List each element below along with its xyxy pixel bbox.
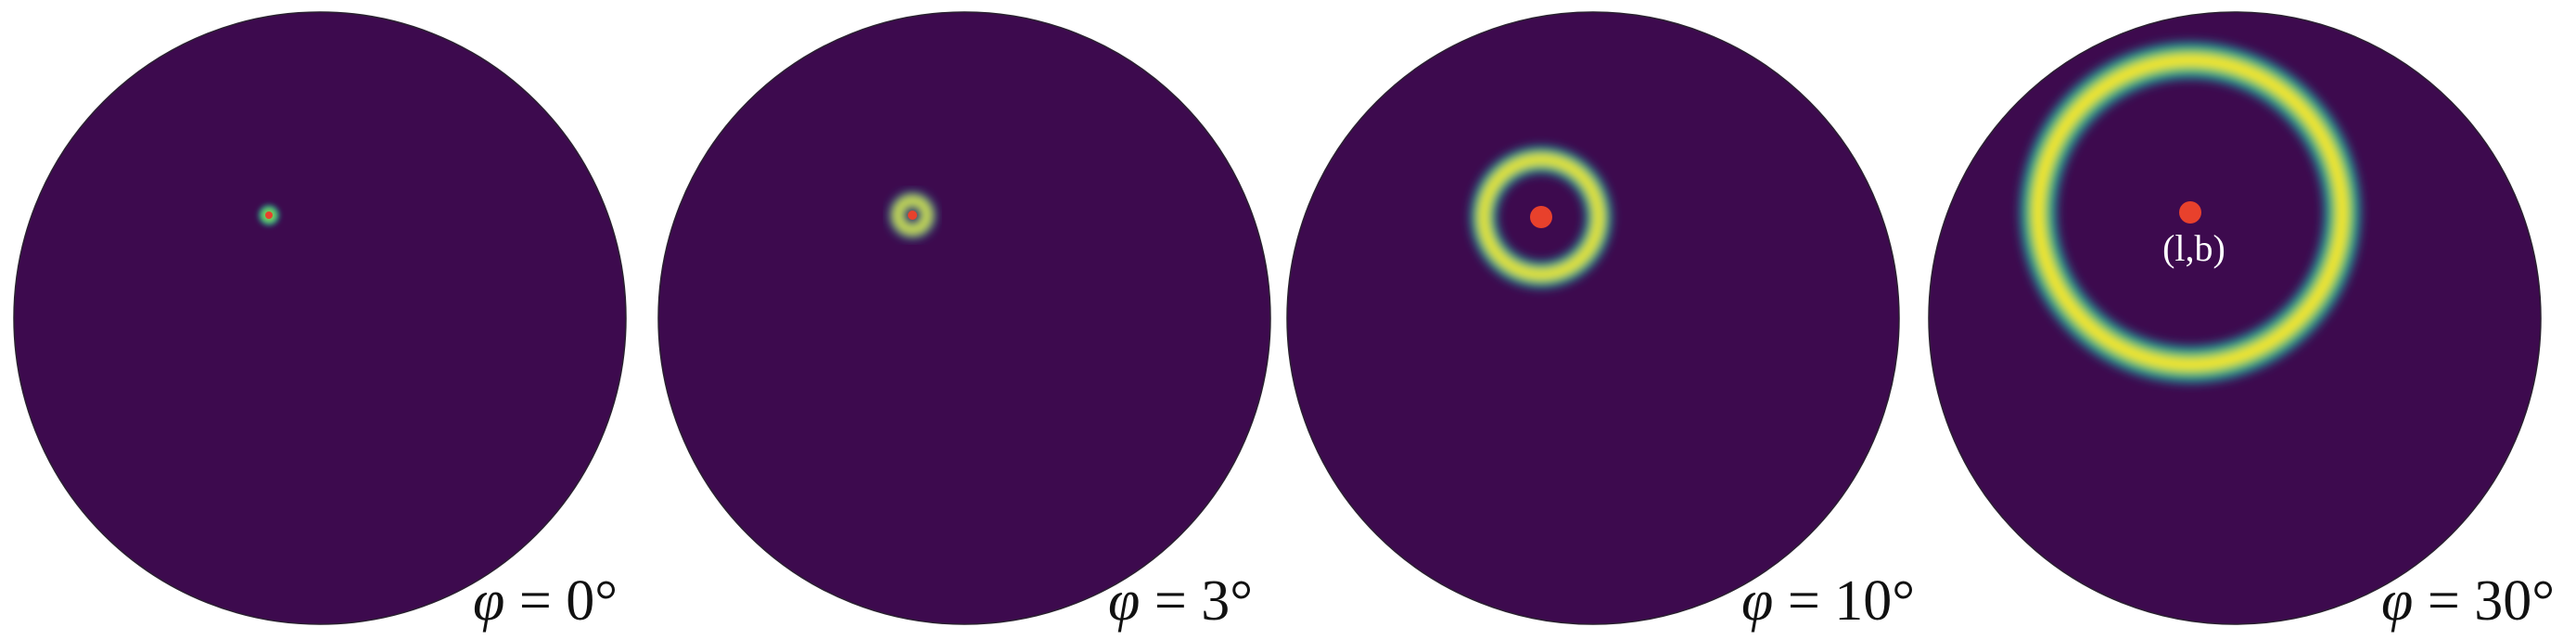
ring xyxy=(888,191,937,239)
panel-phi-0: φ = 0° xyxy=(13,11,627,633)
panel-phi-30: (l,b) φ = 30° xyxy=(1928,11,2555,633)
sky-disk xyxy=(1286,11,1900,625)
phi-label: φ = 10° xyxy=(1741,570,1915,633)
ring xyxy=(1469,145,1613,289)
panel-phi-10: φ = 10° xyxy=(1286,11,1915,633)
sky-disk xyxy=(1928,11,2542,625)
phi-label: φ = 30° xyxy=(2381,570,2555,633)
center-marker xyxy=(2179,201,2201,224)
sky-disk xyxy=(657,11,1271,625)
ring xyxy=(2019,41,2362,384)
center-marker xyxy=(908,211,917,220)
center-marker xyxy=(265,211,273,219)
phi-label: φ = 0° xyxy=(473,570,618,633)
panel-phi-3: φ = 3° xyxy=(657,11,1271,633)
phi-label: φ = 3° xyxy=(1108,570,1253,633)
point-label: (l,b) xyxy=(2162,227,2225,269)
panels-group: φ = 0° φ = 3° φ = 10° (l,b) φ = 30° xyxy=(13,11,2555,633)
sky-disk xyxy=(13,11,627,625)
center-marker xyxy=(1530,206,1552,228)
